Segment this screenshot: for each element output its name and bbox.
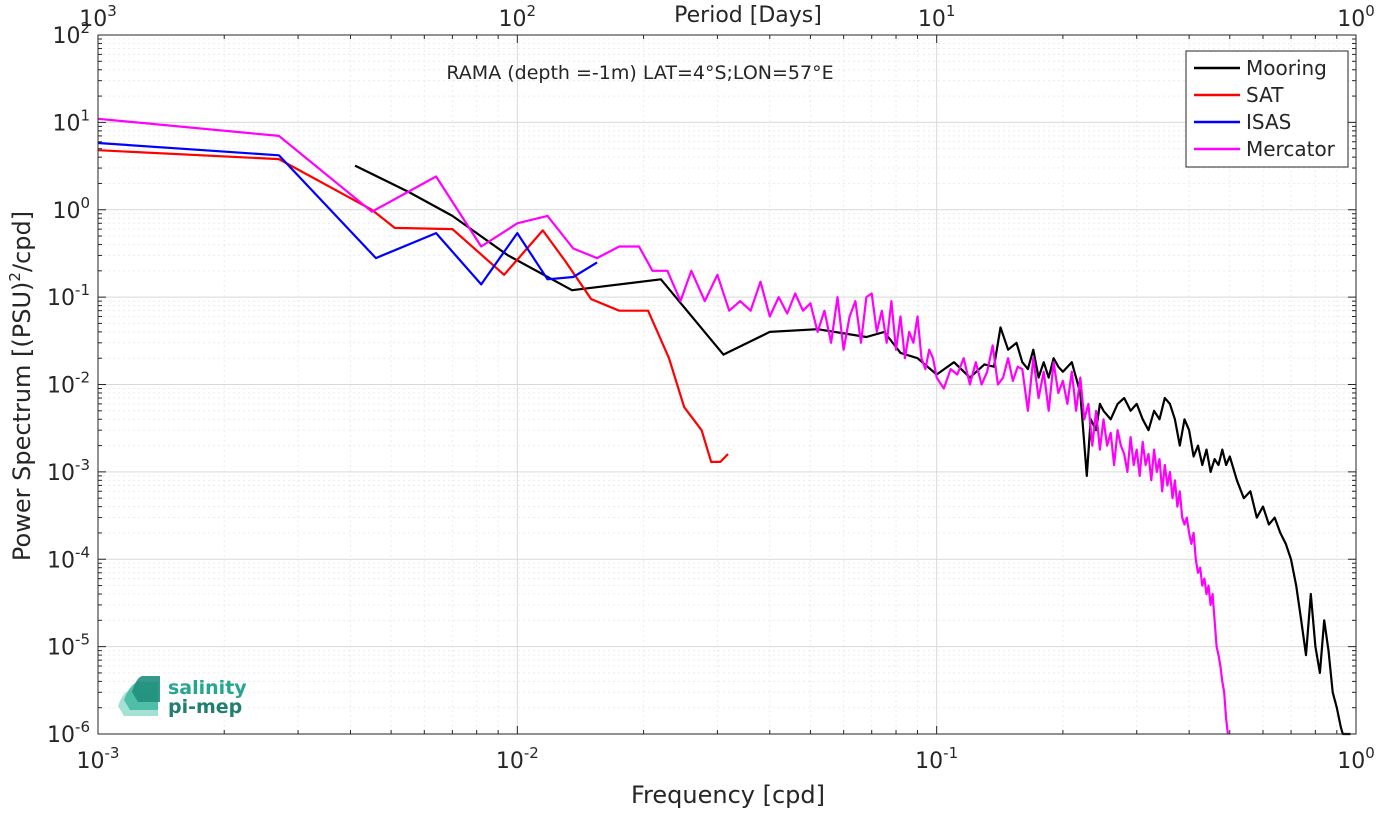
- x-tick-label: 100: [1337, 744, 1375, 774]
- y-tick-label: 100: [52, 194, 90, 224]
- series-line-isas: [97, 141, 598, 286]
- logo-wave-icon: [118, 676, 160, 716]
- x-tick-label: 10-2: [496, 744, 539, 774]
- salinity-pi-mep-logo: salinity pi-mep: [118, 676, 247, 718]
- top-tick-label: 101: [918, 2, 956, 32]
- series-lines: [97, 117, 1351, 736]
- legend-label-mooring: Mooring: [1246, 56, 1327, 80]
- y-axis-label: Power Spectrum [(PSU)2/cpd]: [6, 211, 36, 561]
- logo-text-line1: salinity: [168, 677, 247, 699]
- y-tick-label: 102: [52, 19, 90, 49]
- y-tick-label: 10-4: [47, 543, 90, 573]
- y-axis-label-superscript: 2: [6, 272, 24, 282]
- logo-text-line2: pi-mep: [168, 696, 242, 718]
- top-tick-label: 103: [79, 2, 117, 32]
- legend-box: [1185, 50, 1349, 168]
- y-tick-label: 10-1: [47, 281, 90, 311]
- chart-title: RAMA (depth =-1m) LAT=4°S;LON=57°E: [446, 62, 833, 84]
- top-axis-label: Period [Days]: [674, 3, 822, 28]
- y-tick-label: 101: [52, 106, 90, 136]
- y-tick-label: 10-5: [47, 631, 90, 661]
- legend: Mooring SAT ISAS Mercator: [1185, 50, 1349, 168]
- top-tick-label: 102: [499, 2, 537, 32]
- y-tick-label: 10-2: [47, 369, 90, 399]
- x-tick-label: 10-3: [77, 744, 120, 774]
- y-axis-label-main: Power Spectrum [(PSU): [8, 282, 36, 561]
- y-tick-label: 10-3: [47, 456, 90, 486]
- series-line-sat: [97, 149, 729, 463]
- x-tick-label: 10-1: [915, 744, 958, 774]
- top-tick-label: 100: [1337, 2, 1375, 32]
- series-line-mercator: [97, 117, 1229, 735]
- legend-label-sat: SAT: [1246, 83, 1284, 107]
- y-axis-label-end: /cpd]: [8, 211, 36, 272]
- legend-label-isas: ISAS: [1246, 110, 1291, 134]
- x-axis-label: Frequency [cpd]: [631, 781, 825, 809]
- series-line-mooring: [354, 164, 1351, 736]
- legend-label-mercator: Mercator: [1246, 137, 1336, 161]
- y-tick-label: 10-6: [47, 718, 90, 748]
